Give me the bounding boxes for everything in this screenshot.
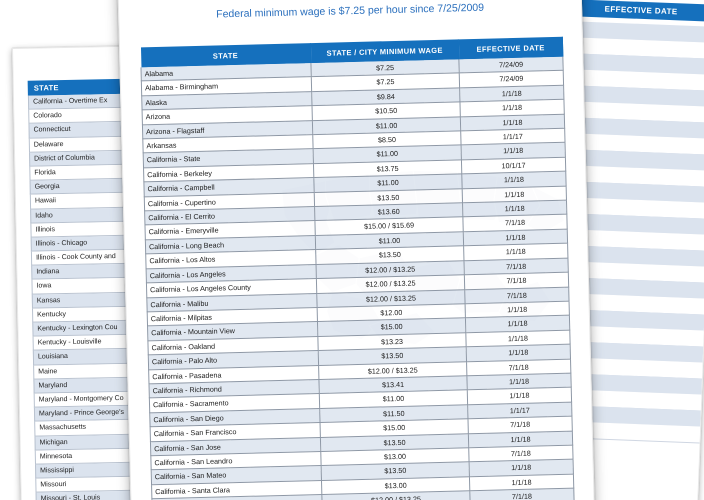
column-header-date[interactable]: EFFECTIVE DATE <box>458 36 563 60</box>
main-document-sheet: Minimum Wage By State Federal minimum wa… <box>116 0 595 500</box>
cell-date: 7/1/18 <box>469 488 575 500</box>
table-body: Alabama $7.25 7/24/09 Alabama - Birmingham $… <box>140 56 575 500</box>
minimum-wage-table: STATE STATE / CITY MINIMUM WAGE EFFECTIV… <box>140 36 576 500</box>
list-item[interactable]: Missouri - St. Louis <box>35 490 144 500</box>
right-sheet-header: EFFECTIVE DATE <box>565 0 704 22</box>
